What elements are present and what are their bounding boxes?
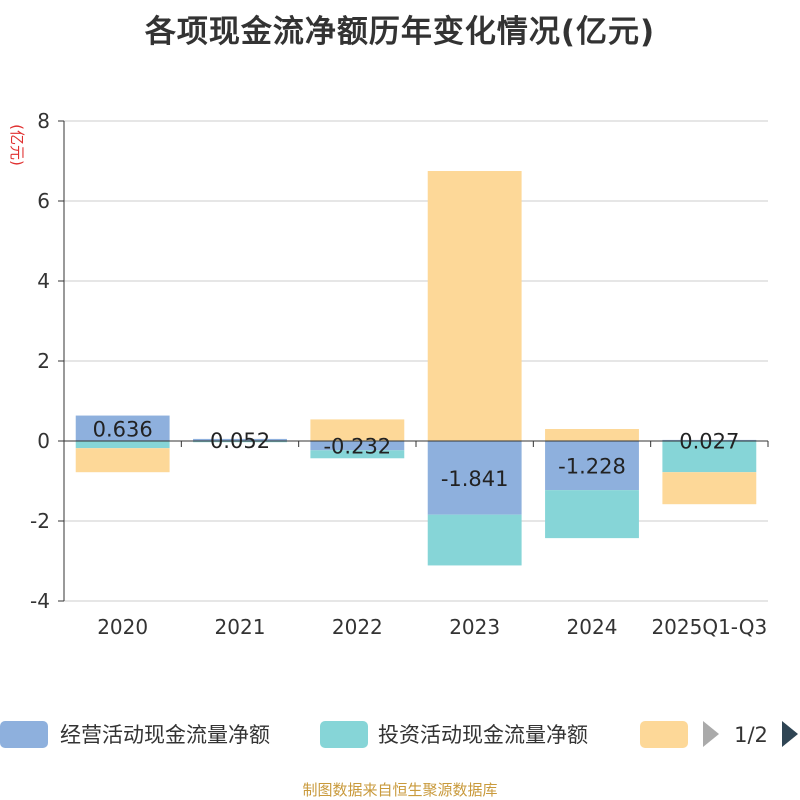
legend-label-2[interactable]: 投资活动现金流量净额 bbox=[378, 723, 588, 747]
bar-1-2022 bbox=[310, 441, 405, 451]
triangle-left-icon[interactable] bbox=[703, 721, 719, 747]
x-tick-label: 2021 bbox=[215, 615, 266, 639]
y-tick-label: 8 bbox=[37, 109, 50, 133]
bar-1-2024 bbox=[545, 441, 639, 491]
legend-swatch-2[interactable] bbox=[320, 721, 368, 748]
x-tick-label: 2025Q1-Q3 bbox=[651, 615, 767, 639]
bar-3-2023 bbox=[427, 171, 522, 441]
bar-3-2020 bbox=[75, 448, 170, 473]
y-tick-label: 4 bbox=[37, 269, 50, 293]
bar-3-2025Q1-Q3 bbox=[662, 472, 757, 505]
bar-3-2022 bbox=[310, 419, 405, 441]
bar-3-2024 bbox=[545, 429, 639, 441]
bar-1-2020 bbox=[75, 415, 170, 441]
data-label: 0.052 bbox=[210, 429, 270, 453]
bar-1-2025Q1-Q3 bbox=[662, 439, 757, 441]
x-tick-label: 2024 bbox=[567, 615, 618, 639]
bar-2-2023 bbox=[427, 514, 522, 566]
bar-2-2020 bbox=[75, 441, 170, 449]
data-label: -1.228 bbox=[558, 455, 626, 479]
triangle-right-icon[interactable] bbox=[782, 721, 798, 747]
x-tick-label: 2022 bbox=[332, 615, 383, 639]
y-tick-label: 0 bbox=[37, 429, 50, 453]
bar-2-2021 bbox=[193, 441, 287, 443]
y-axis-label: (亿元) bbox=[8, 124, 26, 166]
bar-1-2021 bbox=[193, 438, 287, 441]
legend-label-1[interactable]: 经营活动现金流量净额 bbox=[60, 723, 270, 747]
y-tick-label: 2 bbox=[37, 349, 50, 373]
y-tick-label: -4 bbox=[30, 589, 50, 613]
y-tick-label: -2 bbox=[30, 509, 50, 533]
bar-2-2025Q1-Q3 bbox=[662, 441, 757, 473]
x-tick-label: 2020 bbox=[97, 615, 148, 639]
bar-2-2022 bbox=[310, 450, 405, 459]
legend-swatch-3[interactable] bbox=[640, 721, 688, 748]
y-tick-label: 6 bbox=[37, 189, 50, 213]
source-note: 制图数据来自恒生聚源数据库 bbox=[302, 781, 498, 799]
data-label: -1.841 bbox=[441, 467, 509, 491]
legend-swatch-1[interactable] bbox=[0, 721, 48, 748]
legend-page-indicator: 1/2 bbox=[734, 723, 768, 747]
x-tick-label: 2023 bbox=[449, 615, 500, 639]
data-label: -0.232 bbox=[323, 435, 391, 459]
data-label: 0.027 bbox=[679, 429, 739, 453]
chart-title: 各项现金流净额历年变化情况(亿元) bbox=[144, 14, 656, 50]
data-label: 0.636 bbox=[93, 417, 153, 441]
bar-2-2024 bbox=[545, 490, 639, 539]
bar-1-2023 bbox=[427, 441, 522, 515]
